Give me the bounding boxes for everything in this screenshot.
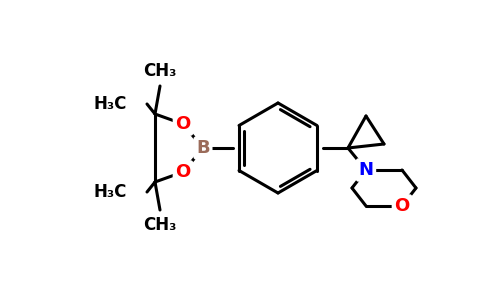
Text: H₃C: H₃C	[93, 95, 127, 113]
Text: O: O	[175, 163, 191, 181]
Text: N: N	[359, 161, 374, 179]
Text: H₃C: H₃C	[93, 183, 127, 201]
Text: O: O	[394, 197, 409, 215]
Text: O: O	[175, 115, 191, 133]
Text: CH₃: CH₃	[143, 62, 177, 80]
Text: CH₃: CH₃	[143, 216, 177, 234]
Text: B: B	[196, 139, 210, 157]
